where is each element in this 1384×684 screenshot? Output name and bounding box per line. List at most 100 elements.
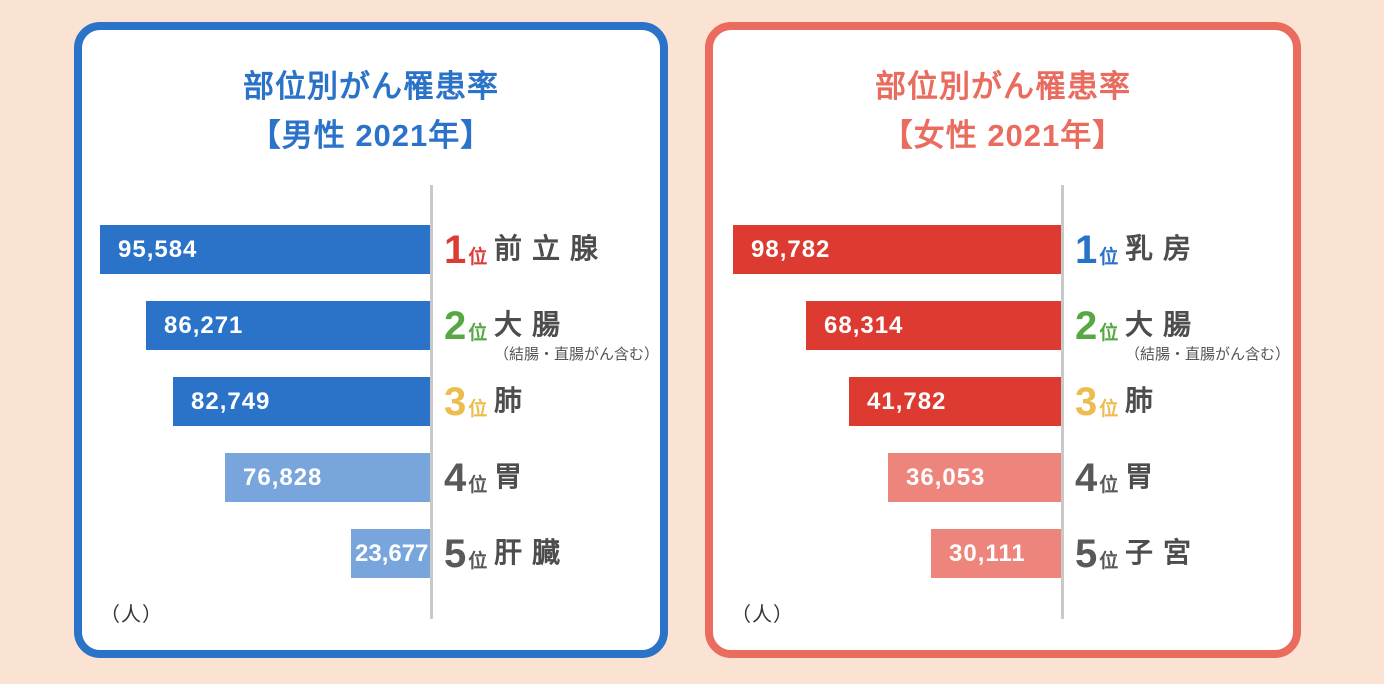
bar-row: 23,677 5 位肝臓 <box>82 529 660 578</box>
bar-row: 76,828 4 位胃 <box>82 453 660 502</box>
bar-row: 98,782 1 位乳房 <box>713 225 1293 274</box>
rank-number: 3 <box>444 379 467 424</box>
axis-line <box>1061 185 1064 619</box>
rank-label: 2 位大腸 （結腸・直腸がん含む） <box>1075 301 1290 363</box>
bar-value-label: 23,677 <box>355 539 429 567</box>
bar-value-label: 68,314 <box>824 311 904 339</box>
chart-card-male: 部位別がん罹患率 【男性 2021年】 95,584 1 位前立腺 86,271 2 位大腸… <box>74 22 668 658</box>
bar-row: 30,111 5 位子宮 <box>713 529 1293 578</box>
category: 肺 <box>494 385 533 417</box>
bar-value-label: 41,782 <box>867 387 947 415</box>
unit-label: （人） <box>731 604 794 626</box>
bar: 36,053 <box>888 453 1061 502</box>
bar-value-label: 82,749 <box>191 387 271 415</box>
bar-value-label: 30,111 <box>949 539 1026 567</box>
rank-label: 2 位大腸 （結腸・直腸がん含む） <box>444 301 659 363</box>
bar-value-label: 95,584 <box>118 235 198 263</box>
rank-label: 5 位肝臓 <box>444 529 570 578</box>
rank-number: 2 <box>1075 303 1098 348</box>
chart-title-female: 部位別がん罹患率 【女性 2021年】 <box>713 62 1293 160</box>
category: 乳房 <box>1125 233 1202 265</box>
bar: 76,828 <box>225 453 430 502</box>
bar-value-label: 36,053 <box>906 463 986 491</box>
category-label: 肝臓 <box>494 537 571 569</box>
category-label: 大腸 <box>494 309 571 341</box>
category-label: 乳房 <box>1125 233 1202 265</box>
axis-line <box>430 185 433 619</box>
category-label: 大腸 <box>1125 309 1202 341</box>
bar-row: 95,584 1 位前立腺 <box>82 225 660 274</box>
bar-plot-female: 98,782 1 位乳房 68,314 2 位大腸 （結腸・直腸がん含む） 41,782 3 位肺… <box>713 30 1293 650</box>
chart-title-line1: 部位別がん罹患率 <box>243 69 499 104</box>
chart-title-male: 部位別がん罹患率 【男性 2021年】 <box>82 62 660 160</box>
rank-suffix: 位 <box>1099 474 1119 496</box>
bar: 95,584 <box>100 225 430 274</box>
rank-number: 3 <box>1075 379 1098 424</box>
category: 大腸 （結腸・直腸がん含む） <box>1125 309 1290 363</box>
rank-number: 5 <box>444 531 467 576</box>
category-note: （結腸・直腸がん含む） <box>1125 345 1291 363</box>
bar-value-label: 76,828 <box>243 463 323 491</box>
category: 子宮 <box>1125 537 1201 569</box>
unit-label: （人） <box>100 604 163 626</box>
bar: 82,749 <box>173 377 430 426</box>
category: 前立腺 <box>494 233 609 265</box>
rank-number: 2 <box>444 303 467 348</box>
bar-rows: 95,584 1 位前立腺 86,271 2 位大腸 （結腸・直腸がん含む） 82,749 3 位… <box>82 225 660 585</box>
rank-number: 4 <box>444 455 467 500</box>
chart-card-female: 部位別がん罹患率 【女性 2021年】 98,782 1 位乳房 68,314 2 位大腸（… <box>705 22 1301 658</box>
rank-label: 1 位乳房 <box>1075 225 1201 274</box>
bar-plot-male: 95,584 1 位前立腺 86,271 2 位大腸 （結腸・直腸がん含む） 82,749 3 位… <box>82 30 660 650</box>
bar-row: 82,749 3 位肺 <box>82 377 660 426</box>
bar-row: 86,271 2 位大腸 （結腸・直腸がん含む） <box>82 301 660 363</box>
rank-label: 1 位前立腺 <box>444 225 608 274</box>
rank-label: 5 位子宮 <box>1075 529 1201 578</box>
rank-suffix: 位 <box>468 550 488 572</box>
chart-title-line2: 【男性 2021年】 <box>249 118 493 153</box>
bar-row: 41,782 3 位肺 <box>713 377 1293 426</box>
rank-suffix: 位 <box>468 474 488 496</box>
bar-row: 68,314 2 位大腸 （結腸・直腸がん含む） <box>713 301 1293 363</box>
chart-title-line1: 部位別がん罹患率 <box>875 69 1131 104</box>
bar: 41,782 <box>849 377 1061 426</box>
bar-value-label: 98,782 <box>751 235 831 263</box>
category-label: 胃 <box>494 461 533 493</box>
category: 大腸 （結腸・直腸がん含む） <box>494 309 659 363</box>
category-label: 肺 <box>494 385 533 417</box>
rank-suffix: 位 <box>468 246 488 268</box>
chart-title-line2: 【女性 2021年】 <box>881 118 1125 153</box>
category: 肺 <box>1125 385 1164 417</box>
rank-suffix: 位 <box>1099 398 1119 420</box>
bar-value-label: 86,271 <box>164 311 244 339</box>
rank-number: 4 <box>1075 455 1098 500</box>
bar-rows: 98,782 1 位乳房 68,314 2 位大腸 （結腸・直腸がん含む） 41,782 3 位肺… <box>713 225 1293 585</box>
rank-number: 5 <box>1075 531 1098 576</box>
rank-suffix: 位 <box>468 322 488 344</box>
category-label: 肺 <box>1125 385 1164 417</box>
bar: 23,677 <box>351 529 430 578</box>
rank-number: 1 <box>1075 227 1098 272</box>
rank-suffix: 位 <box>1099 550 1119 572</box>
bar: 98,782 <box>733 225 1061 274</box>
category: 胃 <box>1125 461 1164 493</box>
category: 胃 <box>494 461 533 493</box>
category: 肝臓 <box>494 537 571 569</box>
category-label: 胃 <box>1125 461 1164 493</box>
bar: 68,314 <box>806 301 1061 350</box>
category-label: 前立腺 <box>494 233 609 265</box>
bar: 86,271 <box>146 301 430 350</box>
bar-row: 36,053 4 位胃 <box>713 453 1293 502</box>
